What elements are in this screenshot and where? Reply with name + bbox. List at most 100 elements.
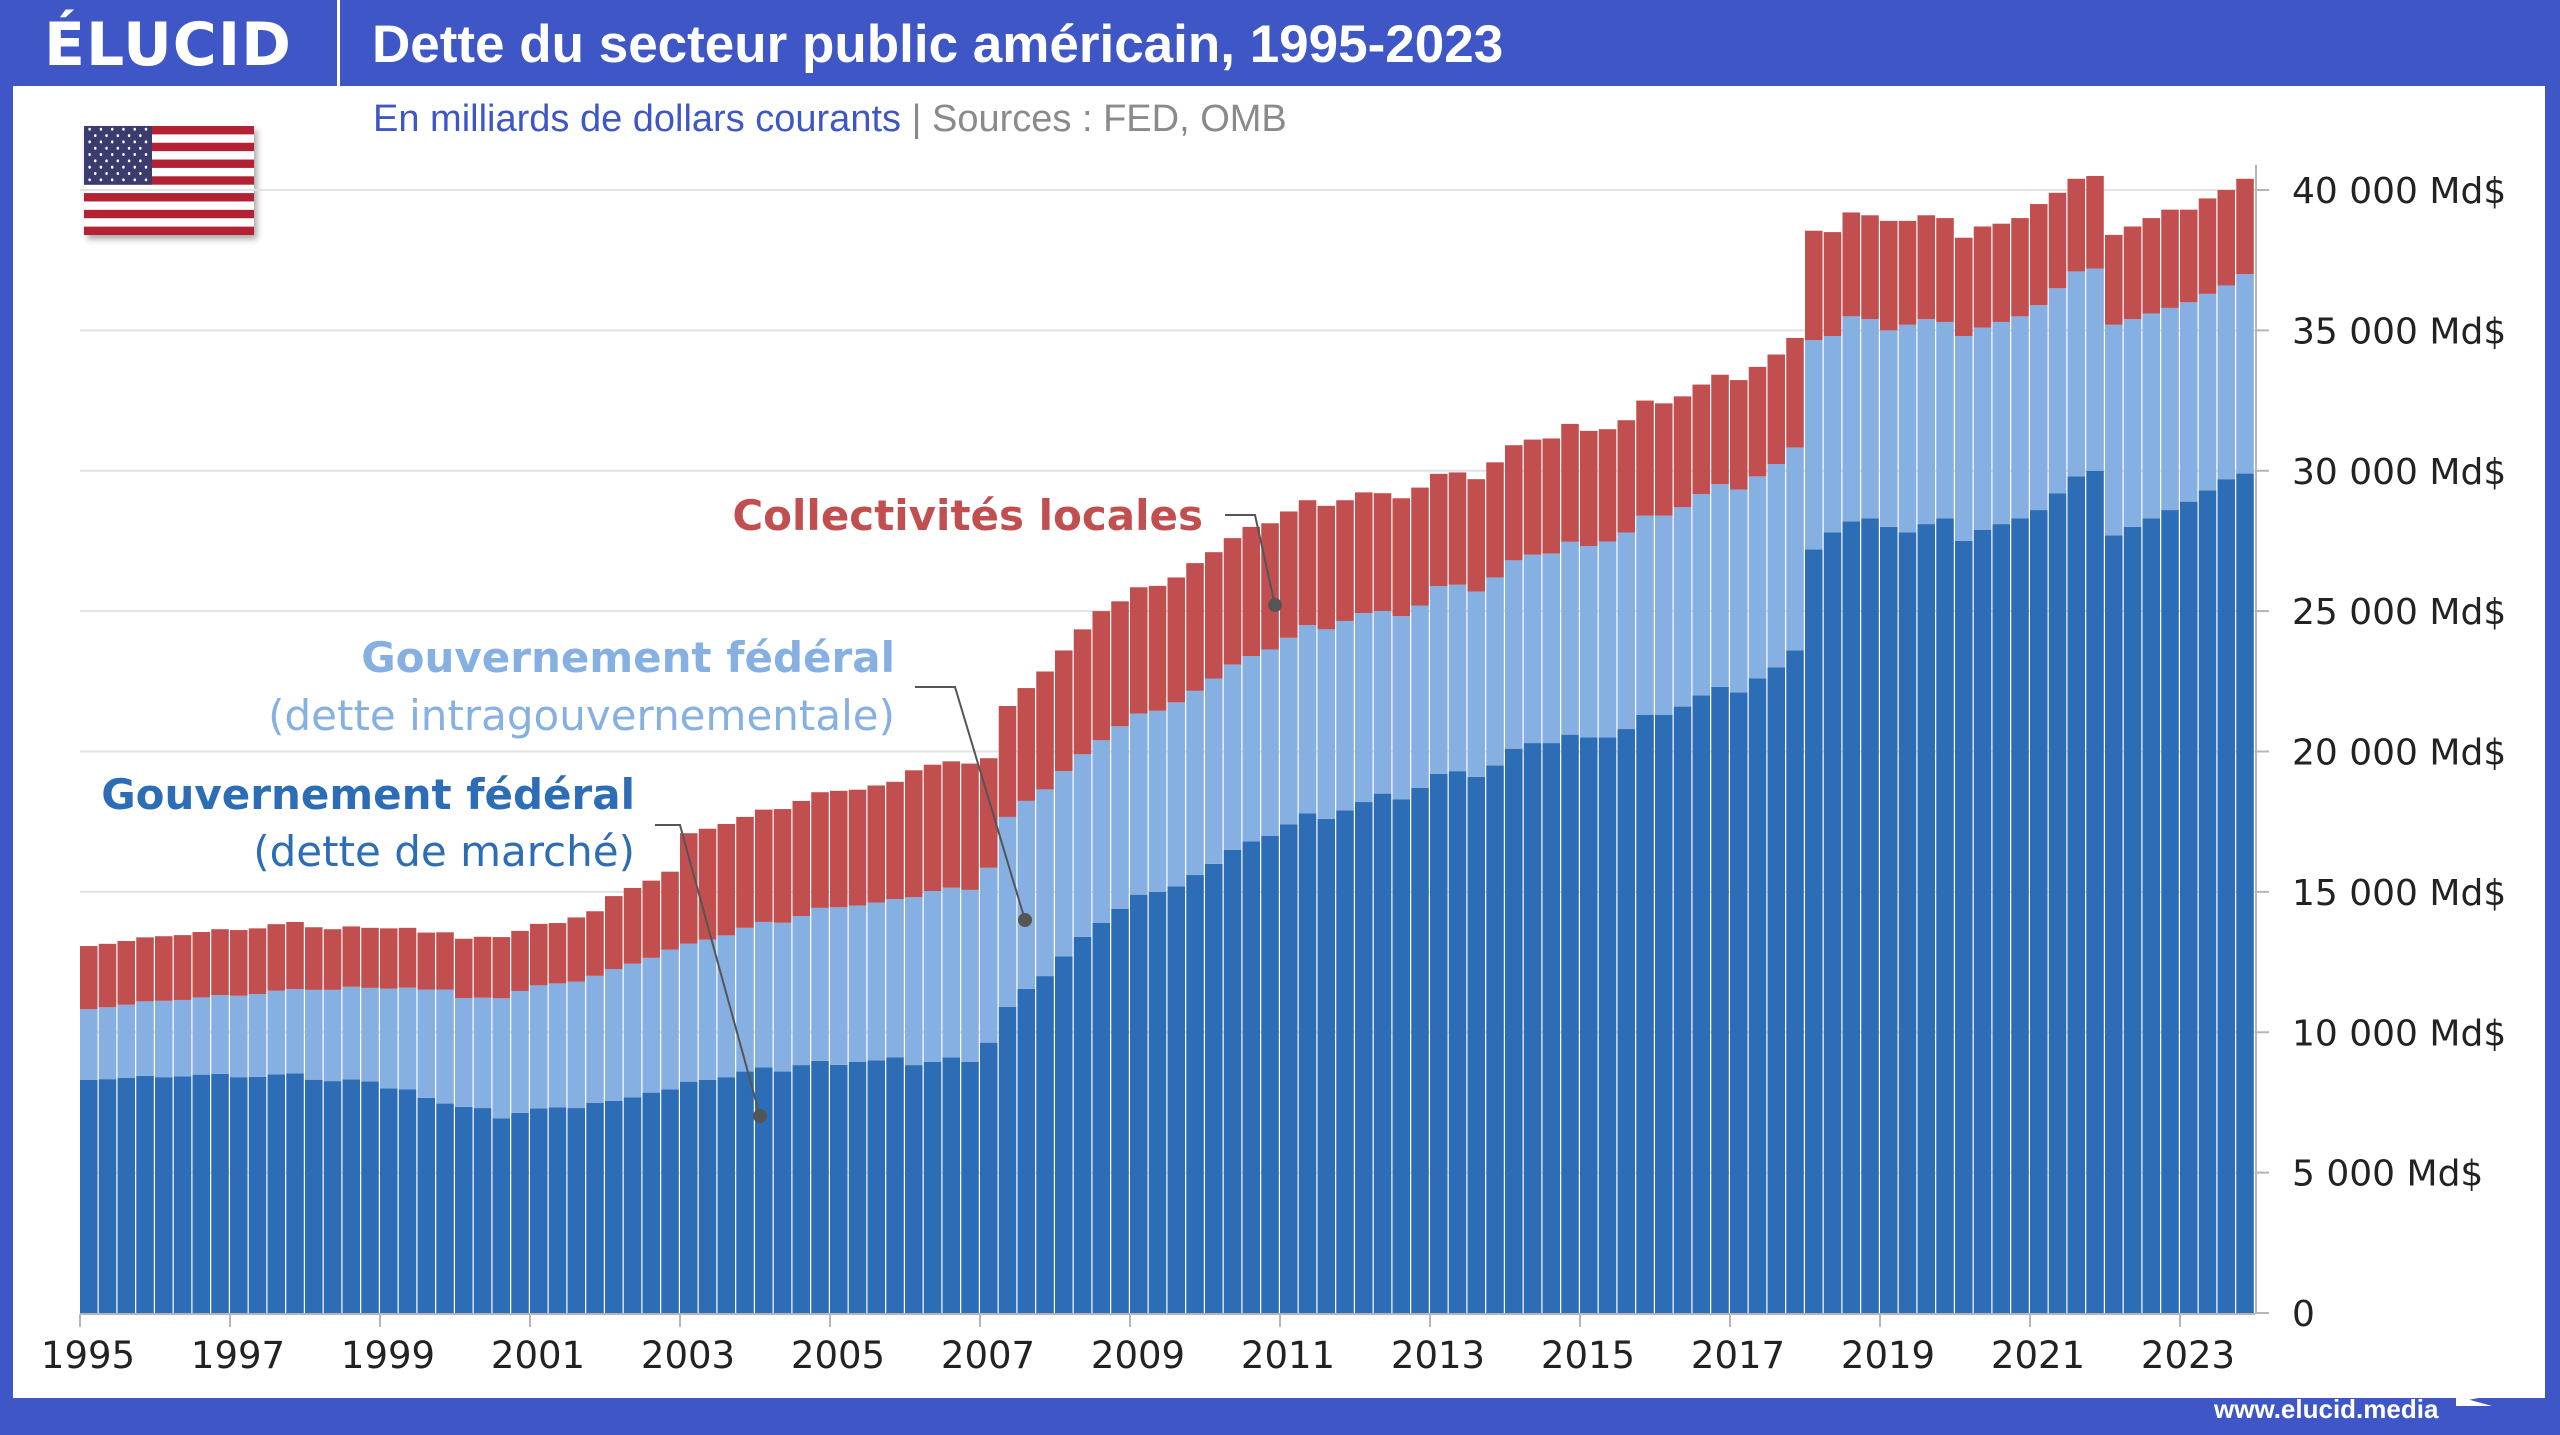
- bar-local: [718, 824, 736, 935]
- bar-intragov: [1018, 801, 1036, 989]
- bar-market: [2049, 493, 2067, 1313]
- bar-market: [643, 1093, 661, 1313]
- bar-local: [1168, 577, 1186, 702]
- bar-intragov: [1355, 613, 1373, 802]
- bar-local: [2218, 190, 2236, 285]
- bar-intragov: [1224, 664, 1242, 849]
- bar-local: [1899, 221, 1917, 325]
- bar-market: [1411, 788, 1429, 1313]
- bar-market: [343, 1079, 361, 1313]
- bar-intragov: [1580, 546, 1598, 737]
- bar-market: [1018, 989, 1036, 1313]
- bar-market: [1280, 824, 1298, 1313]
- bar-intragov: [380, 989, 398, 1089]
- bar-intragov: [1974, 328, 1992, 530]
- bar-local: [1618, 420, 1636, 532]
- bar-market: [1618, 729, 1636, 1313]
- bar-local: [474, 937, 492, 998]
- bar-local: [924, 765, 942, 891]
- bar-market: [924, 1062, 942, 1313]
- bar-market: [980, 1043, 998, 1313]
- bar-intragov: [1843, 316, 1861, 521]
- bar-intragov: [1524, 555, 1542, 743]
- y-tick-label: 5 000 Md$: [2292, 1154, 2483, 1195]
- bar-intragov: [1186, 691, 1204, 875]
- bar-intragov: [2218, 285, 2236, 479]
- bar-local: [2199, 198, 2217, 293]
- bar-local: [980, 758, 998, 867]
- bar-intragov: [211, 995, 229, 1074]
- x-tick-label: 2001: [491, 1334, 585, 1377]
- y-tick-label: 30 000 Md$: [2292, 452, 2506, 493]
- bar-market: [1468, 777, 1486, 1313]
- annotation-market-subtitle: (dette de marché): [253, 827, 635, 876]
- bar-local: [136, 937, 154, 1001]
- bar-intragov: [1993, 322, 2011, 524]
- bar-market: [2105, 535, 2123, 1313]
- y-tick-label: 10 000 Md$: [2292, 1013, 2506, 1054]
- bar-market: [1824, 533, 1842, 1313]
- bar-market: [1580, 737, 1598, 1313]
- bar-local: [1055, 650, 1073, 771]
- bar-intragov: [1543, 554, 1561, 744]
- bar-market: [511, 1113, 529, 1313]
- bar-local: [549, 923, 567, 983]
- bar-intragov: [174, 1000, 192, 1076]
- bar-market: [868, 1060, 886, 1313]
- bar-market: [2236, 474, 2254, 1313]
- bar-local: [755, 810, 773, 922]
- bar-intragov: [2199, 294, 2217, 491]
- bar-local: [1505, 445, 1523, 560]
- stacked-bar-chart: 05 000 Md$10 000 Md$15 000 Md$20 000 Md$…: [0, 0, 2560, 1435]
- bar-market: [2143, 518, 2161, 1313]
- bar-market: [1318, 819, 1336, 1313]
- bar-intragov: [418, 990, 436, 1098]
- bar-market: [418, 1098, 436, 1313]
- bar-intragov: [1280, 638, 1298, 825]
- bar-market: [1861, 518, 1879, 1313]
- bar-intragov: [624, 964, 642, 1098]
- bar-intragov: [1205, 679, 1223, 864]
- annotation-local-label: Collectivités locales: [732, 491, 1203, 540]
- bar-market: [1955, 541, 1973, 1313]
- bar-local: [2030, 204, 2048, 305]
- bar-intragov: [774, 923, 792, 1072]
- bar-local: [1918, 215, 1936, 319]
- bar-market: [2011, 518, 2029, 1313]
- bar-market: [1936, 518, 1954, 1313]
- x-tick-label: 1999: [341, 1334, 435, 1377]
- y-tick-label: 40 000 Md$: [2292, 171, 2506, 212]
- bar-intragov: [793, 916, 811, 1065]
- x-tick-label: 1997: [191, 1334, 285, 1377]
- bar-local: [830, 791, 848, 908]
- bar-intragov: [1261, 650, 1279, 836]
- bar-market: [849, 1062, 867, 1313]
- footer-url[interactable]: www.elucid.media: [2214, 1394, 2438, 1425]
- bar-intragov: [980, 868, 998, 1043]
- bar-local: [1749, 367, 1767, 476]
- bar-market: [493, 1118, 511, 1313]
- bar-local: [793, 801, 811, 916]
- bar-intragov: [1655, 516, 1673, 715]
- bar-intragov: [643, 958, 661, 1093]
- bar-intragov: [2143, 314, 2161, 519]
- bar-market: [193, 1075, 211, 1313]
- bar-local: [174, 935, 192, 1000]
- bar-local: [1599, 429, 1617, 541]
- bar-intragov: [1486, 577, 1504, 765]
- annotation-local-dot: [1268, 598, 1282, 612]
- bar-market: [2180, 502, 2198, 1313]
- bar-market: [1768, 667, 1786, 1313]
- bar-intragov: [1055, 771, 1073, 956]
- bar-local: [493, 937, 511, 998]
- bar-local: [1449, 472, 1467, 584]
- bar-local: [1805, 231, 1823, 340]
- bar-local: [99, 944, 117, 1007]
- bar-local: [1149, 586, 1167, 711]
- bar-intragov: [849, 906, 867, 1062]
- bar-market: [1993, 524, 2011, 1313]
- x-tick-label: 2011: [1241, 1334, 1335, 1377]
- bar-intragov: [2049, 288, 2067, 493]
- bar-intragov: [1693, 494, 1711, 695]
- bar-market: [474, 1108, 492, 1313]
